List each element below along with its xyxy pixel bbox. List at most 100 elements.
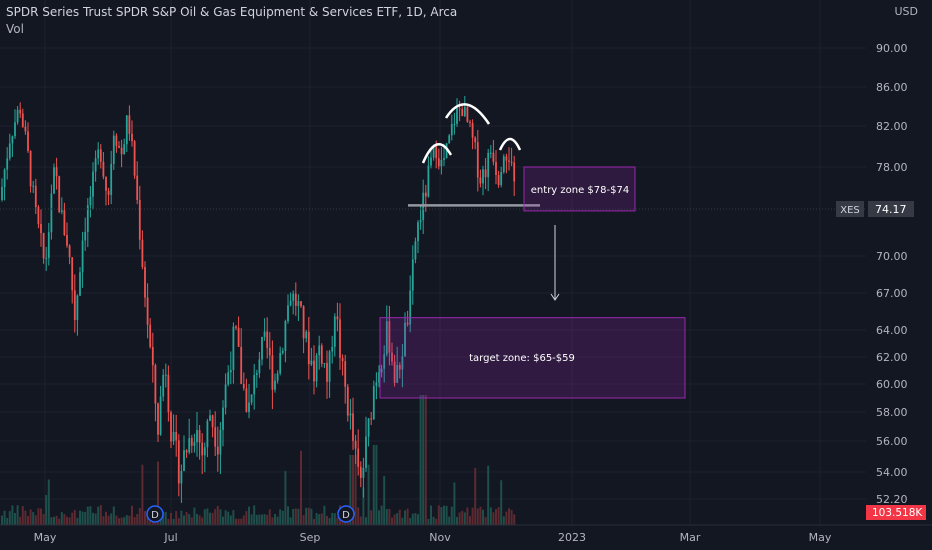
candle-body [487, 152, 490, 178]
entry-zone-label: entry zone $78-$74 [531, 185, 629, 196]
target-zone-label: target zone: $65-$59 [469, 353, 575, 364]
volume-bar [24, 510, 27, 525]
candle-body [50, 193, 53, 233]
candle-body [60, 210, 63, 212]
candle-body [32, 185, 35, 187]
volume-bar [131, 505, 133, 525]
candle-body [11, 136, 14, 144]
y-tick-label: 86.00 [876, 81, 908, 94]
candle-body [500, 172, 503, 186]
volume-bar [274, 513, 276, 525]
candle-body [219, 429, 222, 455]
candle-body [206, 420, 209, 448]
volume-bar [445, 505, 448, 525]
y-tick-label: 62.00 [876, 351, 908, 364]
candle-body [68, 245, 71, 258]
candle-body [253, 374, 256, 395]
candle-body [214, 427, 217, 447]
volume-bar [172, 518, 175, 525]
candle-body [417, 222, 419, 242]
candle-body [367, 418, 370, 437]
candle-body [79, 272, 81, 296]
candle-body [183, 450, 185, 471]
candle-body [112, 135, 115, 164]
candle-body [151, 346, 154, 366]
volume-bar [45, 494, 48, 525]
candle-body [21, 113, 24, 127]
symbol-label: XES [840, 205, 860, 216]
candle-body [27, 131, 29, 151]
volume-bar [352, 455, 354, 525]
volume-bar [424, 395, 427, 525]
candle-body [359, 466, 362, 478]
volume-bar [16, 505, 19, 525]
volume-bar [125, 515, 128, 525]
candle-body [245, 388, 248, 412]
volume-bar [89, 506, 92, 525]
candle-body [138, 199, 141, 240]
candle-body [385, 321, 388, 355]
volume-bar [396, 513, 399, 525]
volume-bar [242, 515, 245, 525]
axes: 90.00 86.00 82.00 78.00 70.00 67.00 64.00 62.00… [0, 42, 932, 544]
candle-body [167, 374, 170, 413]
candle-body [128, 115, 131, 134]
volume-bar [323, 505, 326, 525]
candle-body [125, 115, 128, 145]
candle-body [229, 369, 232, 373]
candle-body [300, 301, 302, 307]
volume-bar [484, 517, 487, 525]
candle-body [341, 357, 344, 362]
candle-body [107, 190, 110, 195]
candle-body [357, 448, 360, 467]
volume-bar [175, 511, 178, 525]
volume-bar [6, 517, 9, 525]
candle-body [209, 415, 211, 421]
volume-bar [255, 514, 258, 525]
candle-body [331, 346, 334, 352]
volume-value-label: 103.518K [872, 507, 923, 519]
volume-bar [409, 518, 412, 525]
candle-body [196, 430, 198, 443]
dividend-marker-icon [337, 505, 355, 523]
volume-bar [370, 510, 373, 525]
candle-body [47, 232, 50, 258]
candle-body [479, 177, 482, 184]
candle-body [508, 160, 510, 162]
volume-bar [216, 505, 219, 525]
candle-body [201, 442, 204, 456]
volume-bar [427, 518, 430, 525]
candle-body [131, 133, 133, 142]
volume-bar [170, 512, 172, 525]
candle-body [279, 352, 282, 374]
volume-bar [268, 509, 271, 525]
volume-bar [188, 514, 191, 525]
volume-bar [47, 479, 50, 525]
volume-bar [305, 507, 308, 525]
volume-bar [118, 518, 120, 525]
candle-body [276, 373, 279, 381]
candle-body [370, 418, 373, 420]
candle-body [310, 360, 313, 365]
candle-body [3, 169, 6, 187]
volume-bar [300, 450, 302, 525]
y-tick-label: 60.00 [876, 378, 908, 391]
candle-body [190, 437, 193, 446]
candle-body [333, 316, 336, 347]
candle-body [198, 430, 201, 443]
volume-bar [417, 514, 419, 525]
candle-body [133, 141, 136, 176]
candle-body [466, 106, 469, 122]
volume-bar [297, 508, 300, 525]
y-tick-label: 58.00 [876, 406, 908, 419]
candle-body [115, 135, 118, 146]
volume-bar [107, 515, 110, 525]
candle-body [45, 257, 48, 259]
candle-body [193, 442, 196, 446]
volume-bar [398, 509, 401, 525]
volume-bar [513, 514, 516, 525]
volume-bar [73, 510, 76, 525]
volume-bar [430, 505, 432, 525]
